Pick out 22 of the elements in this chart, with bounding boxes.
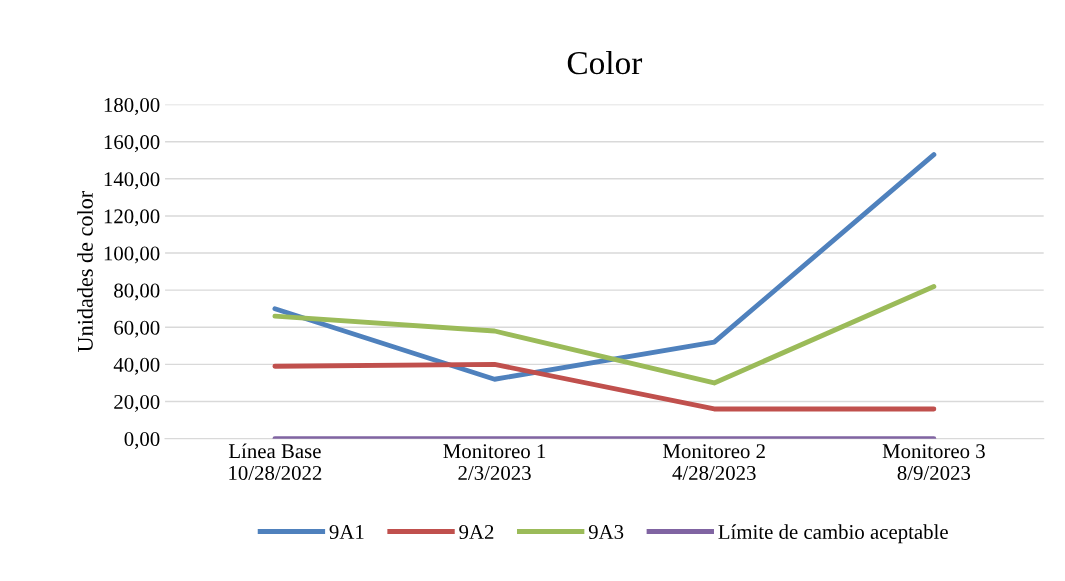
y-tick-label: 140,00: [104, 172, 160, 190]
x-tick-label: Monitoreo 3 8/9/2023: [882, 444, 985, 480]
x-tick-label: Monitoreo 2 4/28/2023: [663, 444, 765, 480]
y-tick-label: 100,00: [104, 246, 160, 264]
y-tick-label: 20,00: [114, 394, 160, 412]
chart-title: Color: [567, 50, 643, 75]
y-tick-label: 0,00: [124, 432, 160, 450]
y-tick-label: 40,00: [113, 357, 160, 375]
y-tick-label: 80,00: [114, 283, 160, 301]
legend-label: 9A3: [588, 525, 624, 540]
y-tick-label: 180,00: [104, 97, 160, 116]
legend-label: 9A1: [329, 525, 364, 540]
line-series: [272, 284, 937, 386]
y-tick-label: 60,00: [114, 320, 160, 338]
y-tick-label: 120,00: [104, 209, 160, 227]
line-series: [272, 152, 937, 382]
y-tick-label: 160,00: [104, 135, 160, 153]
x-tick-label: Monitoreo 1 2/3/2023: [443, 444, 546, 480]
x-tick-label: Línea Base 10/28/2022: [228, 443, 322, 480]
legend-label: 9A2: [459, 525, 494, 540]
legend-label: Límite de cambio aceptable: [718, 524, 948, 544]
y-axis-title: Unidades de color: [77, 190, 93, 352]
